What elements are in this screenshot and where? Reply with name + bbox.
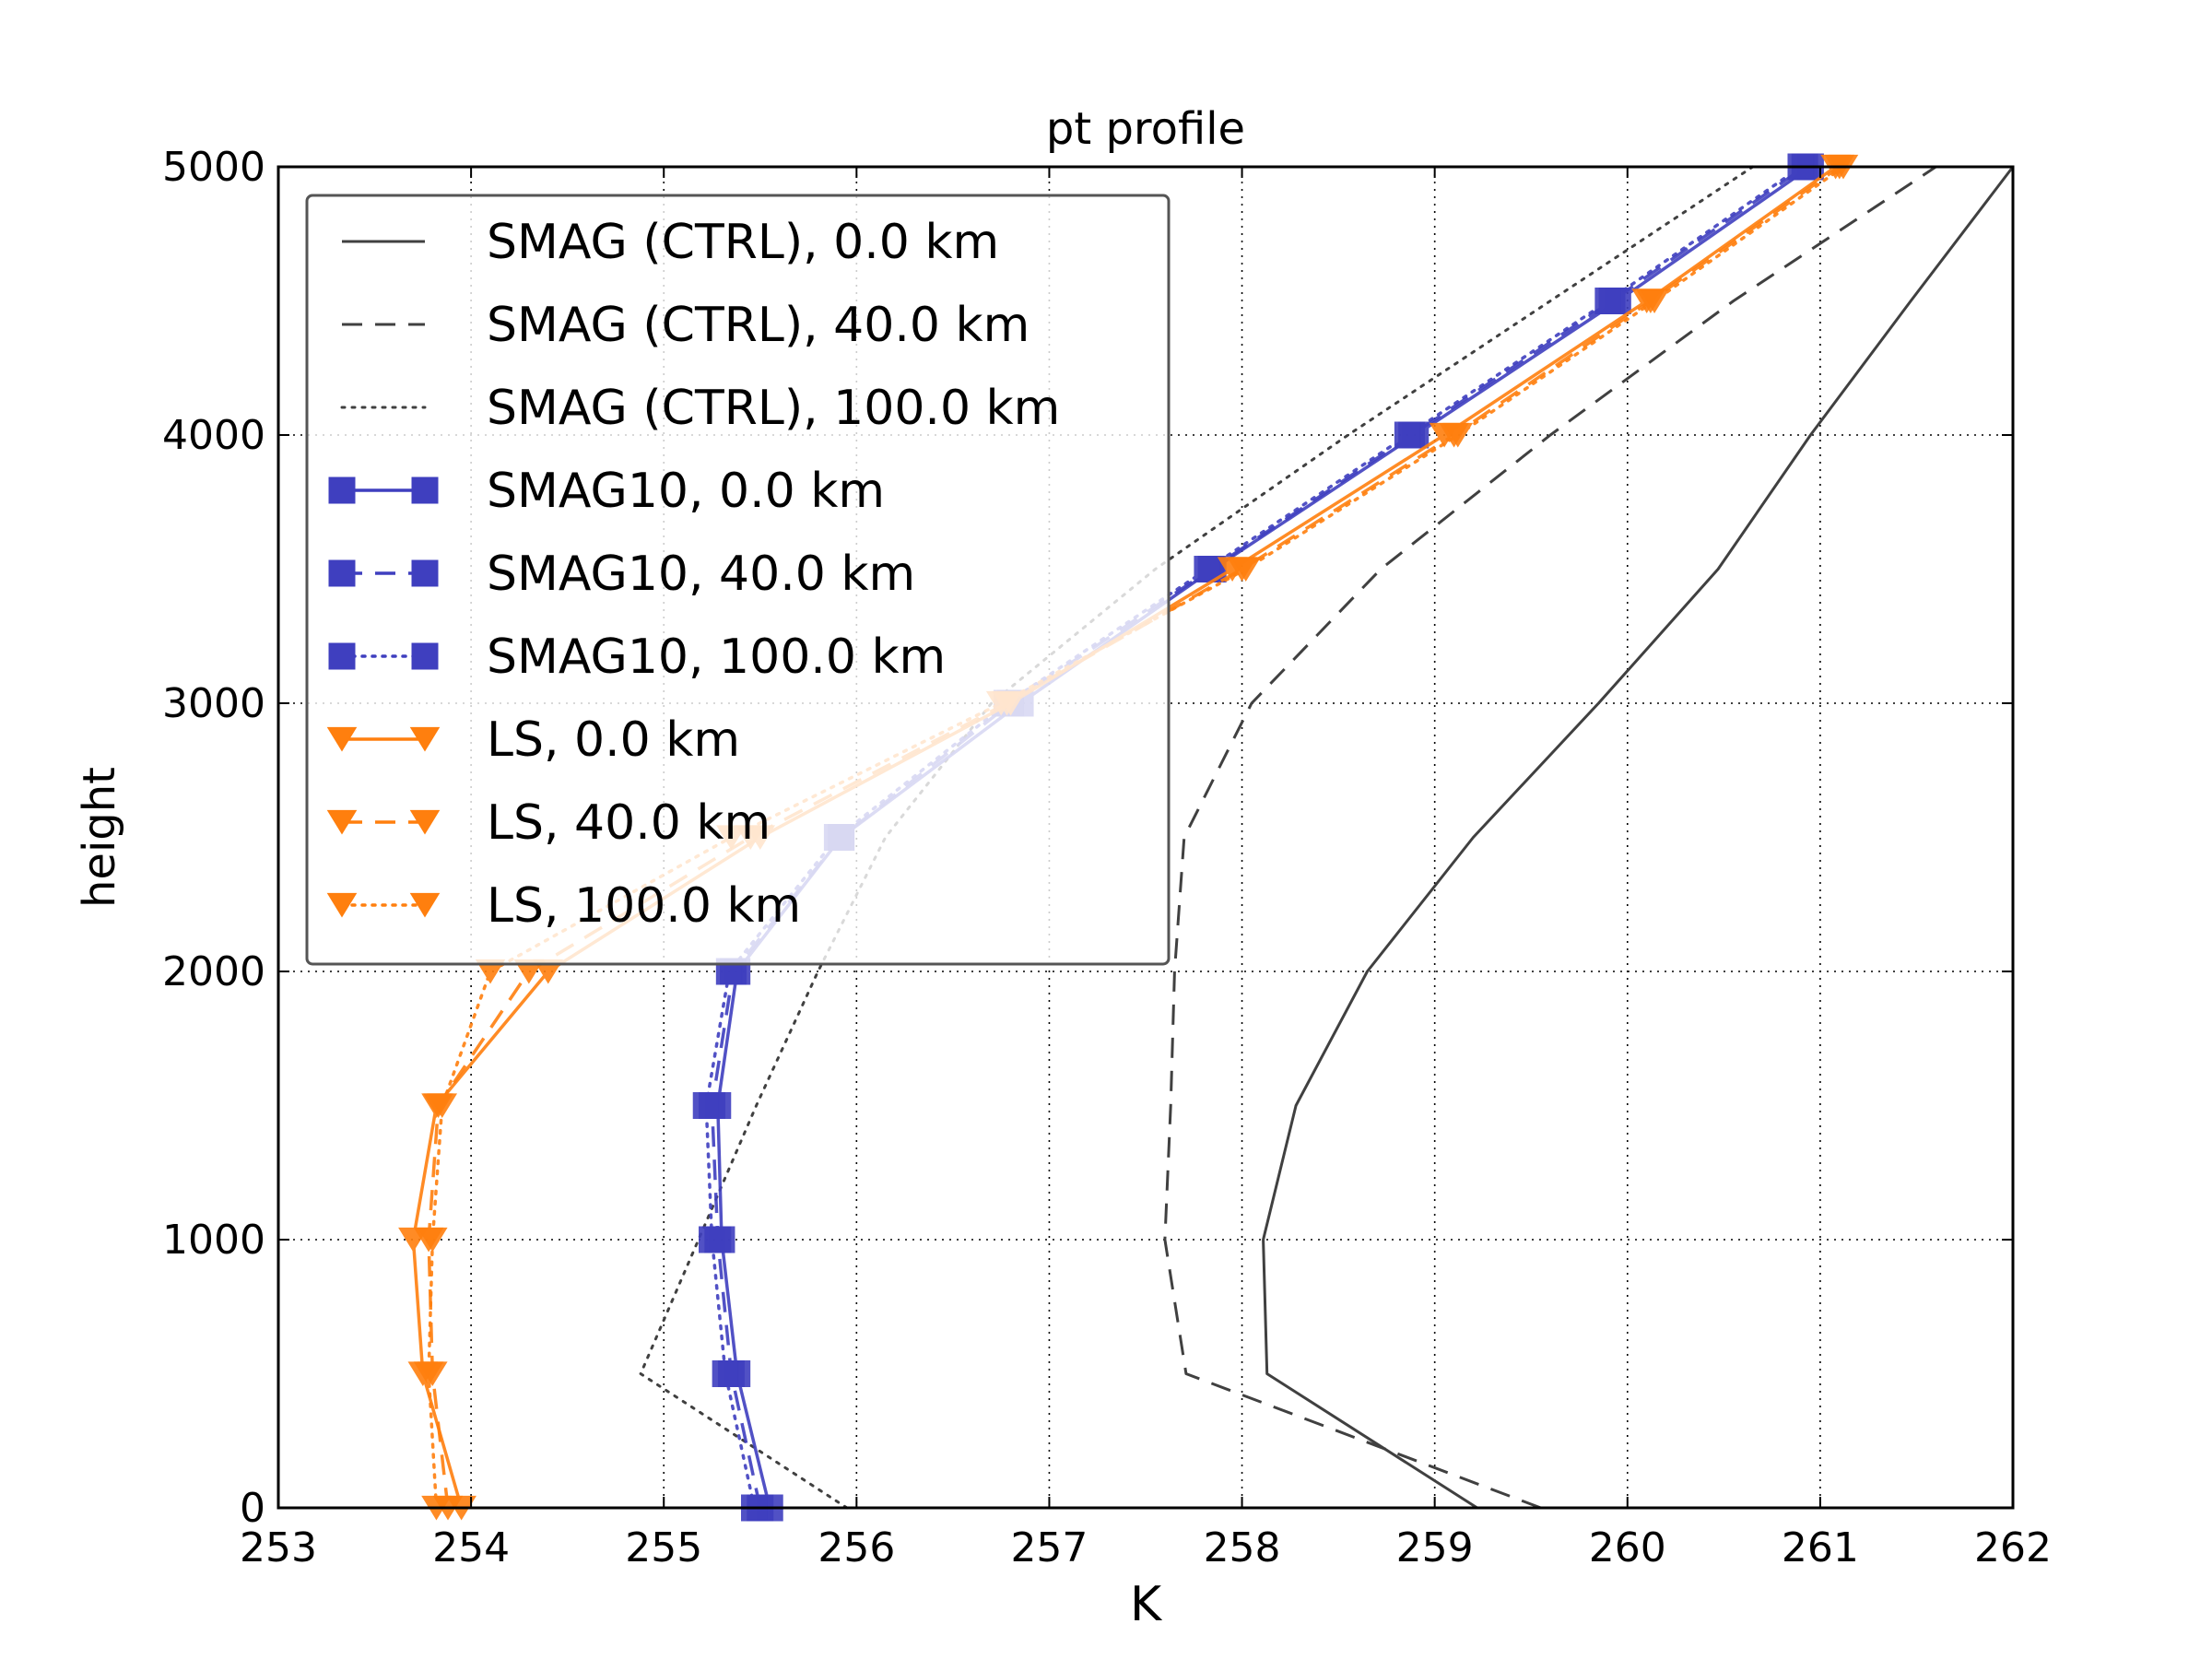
legend: SMAG (CTRL), 0.0 km SMAG (CTRL), 40.0 km S… [305,194,1171,966]
x-tick-label: 254 [432,1524,510,1571]
series-line [639,165,1755,1510]
x-tick-label: 256 [818,1524,895,1571]
legend-marker [411,559,439,587]
axis-ticks: 253 254 255 256 257 258 259 260 261 262 0 1000 2000 3… [162,144,2052,1571]
data-point [1594,288,1622,314]
legend-marker [328,477,356,504]
legend-label: LS, 40.0 km [487,795,771,851]
legend-entry: LS, 100.0 km [326,878,801,934]
y-tick-label: 5000 [162,144,265,191]
legend-marker [411,477,439,504]
legend-label: SMAG (CTRL), 40.0 km [487,298,1030,353]
legend-entry: SMAG10, 0.0 km [328,464,885,519]
data-point [1442,422,1474,448]
legend-marker [409,892,441,918]
x-tick-label: 262 [1974,1524,2052,1571]
legend-entry: SMAG (CTRL), 0.0 km [342,215,999,270]
x-tick-label: 258 [1204,1524,1281,1571]
legend-box [305,194,1171,966]
legend-marker [409,726,441,752]
legend-marker [328,559,356,587]
data-point [1394,421,1421,449]
legend-label: LS, 100.0 km [487,878,801,934]
series-1 [1262,166,2015,1510]
legend-label: LS, 0.0 km [487,712,740,768]
legend-entry: LS, 40.0 km [326,795,771,851]
legend-label: SMAG10, 40.0 km [487,547,915,602]
data-point [1639,288,1670,314]
data-point [413,1361,444,1387]
y-tick-label: 0 [240,1485,265,1532]
x-tick-label: 261 [1782,1524,1859,1571]
x-tick-label: 257 [1010,1524,1088,1571]
series-2 [1163,165,1937,1510]
y-tick-label: 4000 [162,412,265,459]
x-tick-label: 259 [1396,1524,1474,1571]
x-tick-label: 255 [625,1524,702,1571]
y-tick-label: 1000 [162,1217,265,1264]
legend-marker [328,642,356,670]
series-line [1163,165,1937,1510]
y-tick-label: 2000 [162,948,265,995]
y-tick-label: 3000 [162,680,265,727]
chart-title: pt profile [1046,103,1245,155]
legend-label: SMAG (CTRL), 0.0 km [487,215,999,270]
legend-label: SMAG10, 0.0 km [487,464,885,519]
x-tick-label: 260 [1589,1524,1666,1571]
legend-label: SMAG (CTRL), 100.0 km [487,381,1060,436]
legend-marker [409,809,441,835]
legend-marker [411,642,439,670]
data-point [699,1226,725,1253]
x-tick-label: 253 [240,1524,317,1571]
legend-marker [326,726,358,752]
legend-entry: LS, 0.0 km [326,712,740,768]
data-point [427,1093,458,1119]
data-point [712,1360,739,1387]
legend-marker [326,809,358,835]
legend-entry: SMAG10, 40.0 km [328,547,915,602]
series-3 [639,165,1755,1510]
data-point [417,1227,448,1253]
legend-label: SMAG10, 100.0 km [487,629,946,685]
data-point [692,1092,720,1119]
x-axis-label: K [1130,1577,1163,1632]
legend-entry: SMAG10, 100.0 km [328,629,946,685]
legend-marker [326,892,358,918]
plot-area-frame [276,165,2015,1510]
series-line [704,165,1803,1510]
legend-entry: SMAG (CTRL), 100.0 km [340,381,1060,436]
series-line [1262,166,2015,1510]
legend-entry: SMAG (CTRL), 40.0 km [342,298,1030,353]
y-axis-label: height [74,767,125,908]
data-point [1230,557,1262,582]
